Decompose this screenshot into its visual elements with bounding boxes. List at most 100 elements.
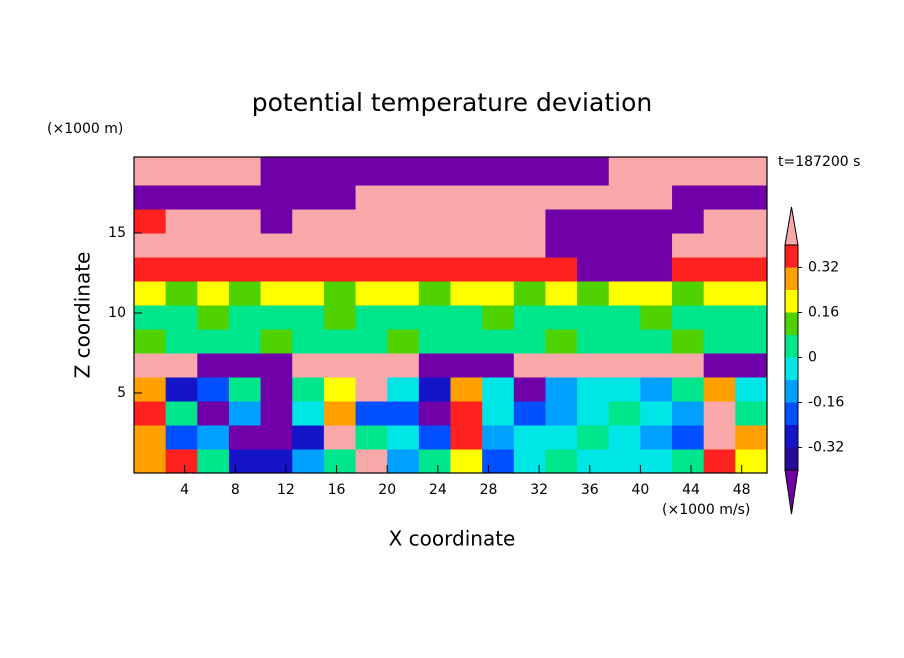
- contour-cell: [292, 377, 325, 402]
- contour-cell: [355, 449, 388, 474]
- contour-cell: [355, 185, 388, 210]
- contour-cell: [134, 233, 167, 258]
- contour-cell: [292, 449, 325, 474]
- contour-cell: [134, 353, 167, 378]
- contour-cell: [482, 329, 515, 354]
- contour-cell: [387, 425, 420, 450]
- colorbar-tick-label: -0.16: [808, 395, 844, 411]
- contour-cell: [292, 209, 325, 234]
- contour-cell: [513, 209, 546, 234]
- contour-cell: [134, 305, 167, 330]
- contour-cell: [165, 329, 198, 354]
- contour-cell: [735, 401, 768, 426]
- contour-cell: [323, 329, 357, 354]
- contour-cell: [482, 157, 515, 186]
- contour-cell: [387, 157, 420, 186]
- contour-cell: [513, 281, 546, 306]
- contour-cell: [672, 257, 705, 282]
- contour-cell: [134, 185, 167, 210]
- contour-cell: [513, 425, 546, 450]
- contour-cell: [260, 377, 293, 402]
- contour-cell: [735, 157, 768, 186]
- contour-cell: [260, 401, 293, 426]
- contour-cell: [260, 157, 293, 186]
- contour-cell: [577, 281, 610, 306]
- contour-cell: [228, 401, 262, 426]
- contour-cell: [545, 281, 578, 306]
- contour-cell: [513, 353, 546, 378]
- contour-cell: [640, 329, 673, 354]
- contour-cell: [323, 377, 357, 402]
- contour-cell: [577, 353, 610, 378]
- contour-cell: [513, 329, 546, 354]
- contour-cell: [703, 377, 736, 402]
- contour-cell: [640, 401, 673, 426]
- contour-cell: [134, 157, 167, 186]
- contour-cell: [197, 209, 230, 234]
- contour-cell: [197, 185, 230, 210]
- contour-cell: [545, 425, 578, 450]
- colorbar-tick-label: 0: [808, 350, 817, 366]
- contour-cell: [387, 233, 420, 258]
- contour-cell: [165, 281, 198, 306]
- contour-cell: [323, 401, 357, 426]
- contour-cell: [703, 449, 736, 474]
- y-tick-label: 10: [108, 305, 126, 321]
- contour-cell: [292, 305, 325, 330]
- contour-cell: [545, 305, 578, 330]
- contour-cell: [450, 449, 483, 474]
- x-tick-label: 48: [733, 482, 751, 498]
- contour-cell: [640, 281, 673, 306]
- contour-cell: [640, 257, 673, 282]
- contour-cell: [735, 233, 768, 258]
- x-tick-label: 40: [631, 482, 649, 498]
- contour-cell: [134, 377, 167, 402]
- contour-cell: [387, 449, 420, 474]
- contour-cell: [228, 157, 262, 186]
- contour-cell: [608, 257, 641, 282]
- contour-cell: [482, 281, 515, 306]
- contour-cell: [355, 257, 388, 282]
- contour-cell: [703, 185, 736, 210]
- contour-cell: [545, 401, 578, 426]
- contour-cell: [260, 329, 293, 354]
- x-tick-label: 20: [378, 482, 396, 498]
- contour-cell: [450, 401, 483, 426]
- contour-cell: [735, 257, 768, 282]
- contour-cell: [735, 281, 768, 306]
- contour-cell: [640, 185, 673, 210]
- contour-cell: [292, 257, 325, 282]
- contour-cell: [482, 401, 515, 426]
- contour-cell: [197, 449, 230, 474]
- contour-cell: [608, 157, 641, 186]
- contour-cell: [292, 401, 325, 426]
- contour-cell: [165, 377, 198, 402]
- contour-cell: [292, 425, 325, 450]
- x-tick-label: 16: [328, 482, 346, 498]
- contour-cell: [513, 401, 546, 426]
- contour-cell: [355, 425, 388, 450]
- contour-cell: [640, 157, 673, 186]
- contour-cell: [703, 353, 736, 378]
- contour-cell: [608, 377, 641, 402]
- contour-cell: [577, 157, 610, 186]
- contour-cell: [608, 329, 641, 354]
- contour-cell: [355, 209, 388, 234]
- contour-cell: [355, 377, 388, 402]
- contour-cell: [228, 257, 262, 282]
- colorbar-band: [785, 447, 798, 470]
- contour-cell: [228, 377, 262, 402]
- contour-cell: [672, 281, 705, 306]
- contour-cell: [165, 185, 198, 210]
- contour-cell: [545, 157, 578, 186]
- contour-cell: [450, 209, 483, 234]
- contour-cell: [577, 209, 610, 234]
- contour-cell: [165, 209, 198, 234]
- contour-cell: [260, 257, 293, 282]
- contour-cell: [323, 305, 357, 330]
- x-tick-label: 36: [581, 482, 599, 498]
- contour-cell: [545, 449, 578, 474]
- contour-cell: [355, 157, 388, 186]
- contour-cell: [260, 449, 293, 474]
- contour-cell: [197, 233, 230, 258]
